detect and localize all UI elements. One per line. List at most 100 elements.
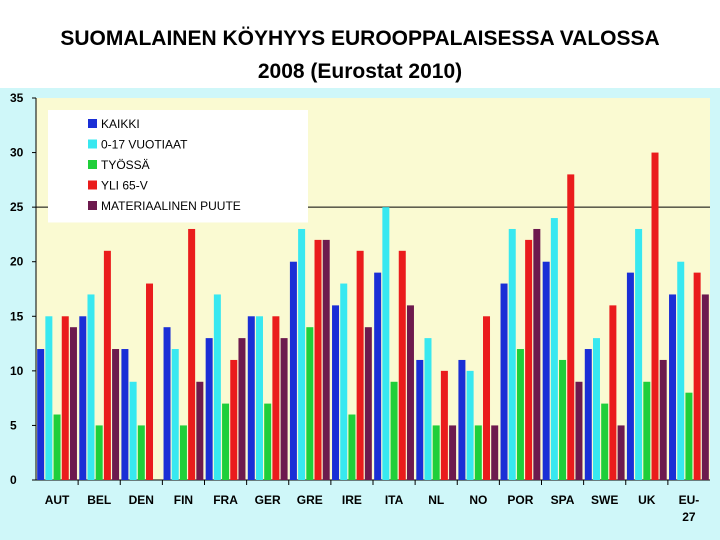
bar xyxy=(306,327,314,480)
x-tick-label: NO xyxy=(469,493,487,507)
bar xyxy=(382,207,390,480)
bar xyxy=(298,228,306,480)
bar xyxy=(238,338,246,480)
bar xyxy=(69,327,77,480)
bar xyxy=(440,370,448,480)
bar xyxy=(701,294,709,480)
bar xyxy=(280,338,288,480)
bar xyxy=(374,272,382,480)
bar xyxy=(171,349,179,480)
bar xyxy=(205,338,213,480)
x-tick-label: GER xyxy=(255,493,281,507)
bar xyxy=(609,305,617,480)
y-tick-label: 5 xyxy=(10,418,17,432)
bar xyxy=(79,316,87,480)
bar xyxy=(390,381,398,480)
bar xyxy=(659,359,667,480)
x-tick-label: ITA xyxy=(385,493,404,507)
x-tick-label: SWE xyxy=(591,493,618,507)
bar xyxy=(685,392,693,480)
bar xyxy=(264,403,272,480)
x-tick-label: EU- xyxy=(679,493,700,507)
bar xyxy=(651,152,659,481)
x-tick-label: NL xyxy=(428,493,444,507)
x-tick-label: POR xyxy=(507,493,533,507)
chart-panel: 0 5 10 15 20 25 30 35 AUT BEL DEN FIN FRA GER GRE IRE IT… xyxy=(0,88,720,540)
bar xyxy=(188,228,196,480)
bar xyxy=(322,239,330,480)
y-tick-label: 35 xyxy=(10,91,24,105)
bar xyxy=(222,403,230,480)
x-tick-label: IRE xyxy=(342,493,362,507)
bar xyxy=(416,359,424,480)
legend-swatch xyxy=(88,160,97,169)
bar xyxy=(626,272,634,480)
legend-label: 0-17 VUOTIAAT xyxy=(101,138,188,152)
bar xyxy=(559,359,567,480)
bar xyxy=(112,349,120,480)
bar xyxy=(525,239,533,480)
bar xyxy=(163,327,171,480)
bar-chart: 0 5 10 15 20 25 30 35 AUT BEL DEN FIN FRA GER GRE IRE IT… xyxy=(10,91,710,524)
slide-title: SUOMALAINEN KÖYHYYS EUROOPPALAISESSA VAL… xyxy=(0,22,720,88)
bar xyxy=(45,316,53,480)
bar xyxy=(95,425,103,480)
y-tick-label: 0 xyxy=(10,473,17,487)
legend-swatch xyxy=(88,119,97,128)
bar xyxy=(617,425,625,480)
legend-swatch xyxy=(88,139,97,149)
bar xyxy=(255,316,263,480)
legend-label: KAIKKI xyxy=(101,117,140,131)
bar xyxy=(406,305,414,480)
bar xyxy=(432,425,440,480)
bar xyxy=(289,261,297,480)
bar xyxy=(137,425,145,480)
legend-swatch xyxy=(88,180,97,190)
legend-swatch xyxy=(88,201,97,210)
bar xyxy=(348,414,356,480)
x-tick-label: UK xyxy=(638,493,656,507)
legend-label: TYÖSSÄ xyxy=(101,158,150,172)
bar xyxy=(508,228,516,480)
x-tick-label: FIN xyxy=(174,493,193,507)
bar xyxy=(491,425,499,480)
bar xyxy=(542,261,550,480)
bar xyxy=(129,381,137,480)
bar xyxy=(37,349,45,480)
bar xyxy=(213,294,221,480)
bar xyxy=(474,425,482,480)
bar xyxy=(230,359,238,480)
bar xyxy=(356,250,364,480)
y-tick-label: 15 xyxy=(10,309,24,323)
bar xyxy=(314,239,322,480)
bar xyxy=(146,283,154,480)
bar xyxy=(567,174,575,480)
x-tick-label: DEN xyxy=(129,493,154,507)
bar xyxy=(272,316,280,480)
y-tick-label: 25 xyxy=(10,200,24,214)
bar xyxy=(635,228,643,480)
bar xyxy=(61,316,69,480)
bar xyxy=(53,414,61,480)
bar xyxy=(340,283,348,480)
bar xyxy=(575,381,583,480)
y-tick-label: 10 xyxy=(10,364,24,378)
bar xyxy=(458,359,466,480)
bar xyxy=(179,425,187,480)
bar xyxy=(643,381,651,480)
title-line-1: SUOMALAINEN KÖYHYYS EUROOPPALAISESSA VAL… xyxy=(60,27,660,50)
bar xyxy=(516,349,524,480)
bar xyxy=(247,316,255,480)
x-tick-label: BEL xyxy=(87,493,111,507)
x-tick-label: FRA xyxy=(213,493,238,507)
bar xyxy=(584,349,592,480)
title-line-2: 2008 (Eurostat 2010) xyxy=(257,60,463,83)
x-tick-label: GRE xyxy=(297,493,323,507)
x-tick-label: 27 xyxy=(682,510,696,524)
bar xyxy=(533,228,541,480)
bar xyxy=(669,294,677,480)
bar xyxy=(103,250,111,480)
legend-label: YLI 65-V xyxy=(101,179,148,193)
y-tick-label: 30 xyxy=(10,146,24,160)
bar xyxy=(466,370,474,480)
